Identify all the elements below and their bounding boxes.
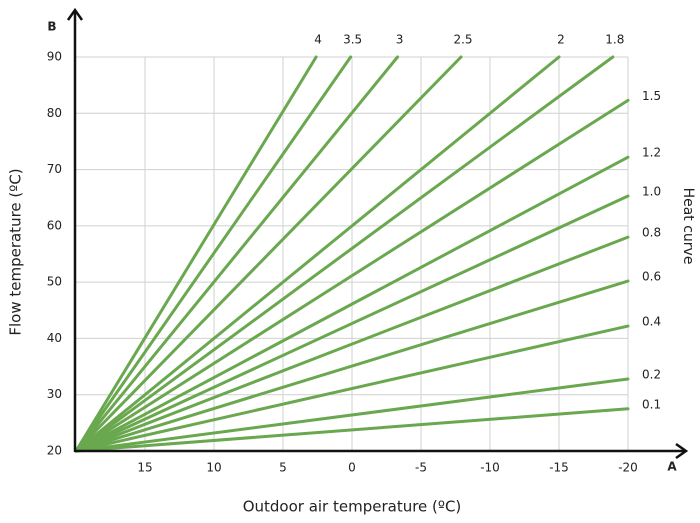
curve-label: 1.5 bbox=[642, 89, 661, 103]
curve-label: 0.6 bbox=[642, 270, 661, 284]
curve-label: 3.5 bbox=[343, 33, 362, 47]
x-axis-title: Outdoor air temperature (ºC) bbox=[243, 498, 462, 516]
curve-label: 1.0 bbox=[642, 185, 661, 199]
heat-curve-line bbox=[74, 377, 630, 453]
heat-curve-line bbox=[74, 279, 630, 453]
heat-curve-line bbox=[74, 98, 630, 453]
x-tick-label: 15 bbox=[137, 461, 152, 475]
curve-label: 1.8 bbox=[605, 33, 624, 47]
y-tick-label: 70 bbox=[47, 162, 62, 176]
heat-curve-line bbox=[74, 55, 353, 453]
x-tick-label: -20 bbox=[618, 461, 638, 475]
curve-label: 1.2 bbox=[642, 146, 661, 160]
x-tick-label: 10 bbox=[206, 461, 221, 475]
heat-curve-line bbox=[74, 194, 630, 453]
y-tick-label: 80 bbox=[47, 106, 62, 120]
y-tick-label: 50 bbox=[47, 275, 62, 289]
y-tick-label: 20 bbox=[47, 444, 62, 458]
lines bbox=[74, 55, 630, 453]
heat-curve-line bbox=[74, 155, 630, 453]
legend-title: Heat curve bbox=[680, 188, 696, 265]
x-tick-label: -10 bbox=[480, 461, 500, 475]
y-axis-title: Flow temperature (ºC) bbox=[7, 168, 25, 335]
y-axis-arrow bbox=[66, 7, 84, 21]
x-tick-label: -15 bbox=[549, 461, 569, 475]
y-tick-label: 60 bbox=[47, 218, 62, 232]
curve-label: 2.5 bbox=[453, 33, 472, 47]
y-tick-label: 90 bbox=[47, 50, 62, 64]
heat-curve-line bbox=[74, 235, 630, 453]
curve-label: 2 bbox=[557, 33, 565, 47]
curve-label: 0.8 bbox=[642, 226, 661, 240]
curve-label: 4 bbox=[314, 33, 322, 47]
y-tick-label: 40 bbox=[47, 331, 62, 345]
x-tick-label: -5 bbox=[415, 461, 427, 475]
x-axis-name: A bbox=[667, 460, 677, 474]
curve-label: 3 bbox=[396, 33, 404, 47]
heat-curve-line bbox=[74, 55, 561, 453]
heat-curve-line bbox=[74, 55, 400, 453]
heat-curve-line bbox=[74, 407, 630, 453]
heat-curve-line bbox=[74, 324, 630, 453]
curve-label: 0.1 bbox=[642, 397, 661, 411]
heat-curve-line bbox=[74, 55, 318, 453]
x-axis-arrow bbox=[675, 442, 689, 460]
x-tick-label: 0 bbox=[348, 461, 356, 475]
heat-curve-line bbox=[74, 55, 615, 453]
curve-label: 0.2 bbox=[642, 367, 661, 381]
curve-label: 0.4 bbox=[642, 315, 661, 329]
heat-curve-line bbox=[74, 55, 463, 453]
x-tick-label: 5 bbox=[279, 461, 287, 475]
y-axis-name: B bbox=[47, 20, 56, 34]
y-tick-label: 30 bbox=[47, 387, 62, 401]
